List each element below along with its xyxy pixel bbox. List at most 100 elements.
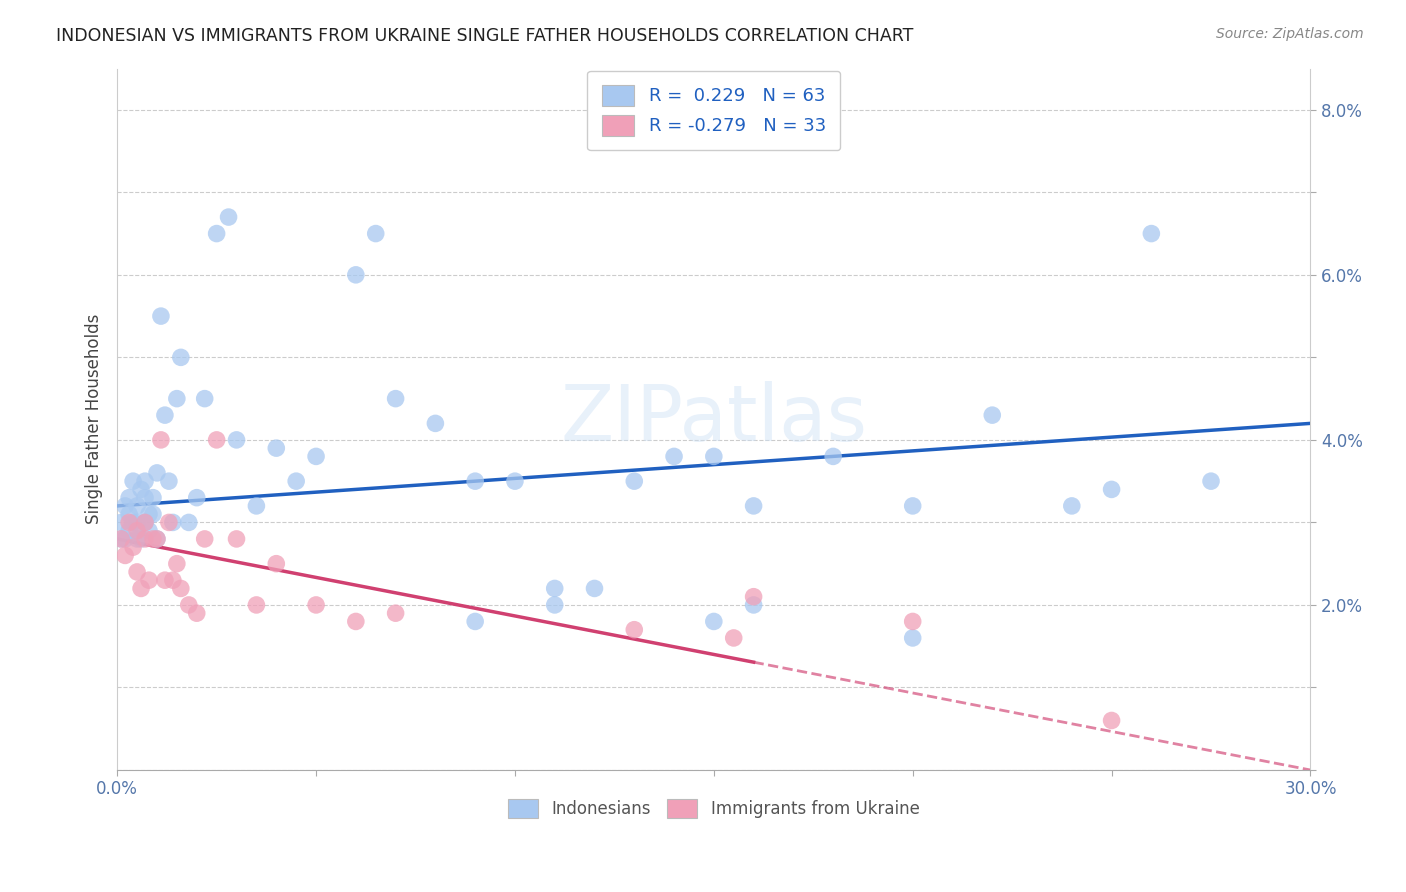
Point [623, 474, 645, 488]
Point [134, 532, 156, 546]
Point [305, 598, 328, 612]
Point [464, 615, 486, 629]
Point [157, 474, 180, 488]
Point [149, 309, 172, 323]
Point [245, 598, 267, 612]
Point [544, 598, 567, 612]
Point [901, 615, 924, 629]
Point [901, 499, 924, 513]
Point [162, 516, 184, 530]
Point [149, 433, 172, 447]
Point [266, 557, 288, 571]
Point [110, 532, 132, 546]
Point [138, 507, 160, 521]
Point [129, 582, 152, 596]
Point [464, 474, 486, 488]
Point [122, 540, 145, 554]
Point [981, 408, 1004, 422]
Point [285, 474, 308, 488]
Point [544, 582, 567, 596]
Point [823, 450, 845, 464]
Point [1101, 483, 1123, 497]
Point [344, 615, 367, 629]
Point [142, 507, 165, 521]
Point [1140, 227, 1163, 241]
Point [384, 606, 406, 620]
Point [129, 483, 152, 497]
Point [742, 499, 765, 513]
Point [194, 532, 217, 546]
Legend: Indonesians, Immigrants from Ukraine: Indonesians, Immigrants from Ukraine [502, 792, 927, 825]
Point [138, 573, 160, 587]
Point [134, 516, 156, 530]
Point [218, 210, 240, 224]
Point [205, 227, 228, 241]
Point [1101, 714, 1123, 728]
Point [742, 590, 765, 604]
Point [118, 516, 141, 530]
Point [134, 491, 156, 505]
Point [723, 631, 745, 645]
Text: ZIPatlas: ZIPatlas [561, 381, 868, 458]
Point [153, 408, 176, 422]
Point [157, 516, 180, 530]
Point [170, 582, 193, 596]
Point [186, 606, 208, 620]
Point [125, 524, 148, 538]
Point [138, 524, 160, 538]
Point [118, 491, 141, 505]
Text: Source: ZipAtlas.com: Source: ZipAtlas.com [1216, 27, 1364, 41]
Point [110, 532, 132, 546]
Point [205, 433, 228, 447]
Point [134, 474, 156, 488]
Point [344, 268, 367, 282]
Point [170, 351, 193, 365]
Point [623, 623, 645, 637]
Point [583, 582, 606, 596]
Point [384, 392, 406, 406]
Point [245, 499, 267, 513]
Point [225, 433, 247, 447]
Point [146, 532, 169, 546]
Point [146, 466, 169, 480]
Point [153, 573, 176, 587]
Point [177, 516, 200, 530]
Point [125, 516, 148, 530]
Point [125, 499, 148, 513]
Point [114, 549, 136, 563]
Point [364, 227, 387, 241]
Point [503, 474, 526, 488]
Point [162, 573, 184, 587]
Point [134, 516, 156, 530]
Point [186, 491, 208, 505]
Point [703, 615, 725, 629]
Point [125, 565, 148, 579]
Point [142, 532, 165, 546]
Point [118, 507, 141, 521]
Point [166, 557, 188, 571]
Y-axis label: Single Father Households: Single Father Households [86, 314, 103, 524]
Point [1060, 499, 1083, 513]
Point [114, 499, 136, 513]
Point [305, 450, 328, 464]
Point [122, 474, 145, 488]
Point [114, 532, 136, 546]
Text: INDONESIAN VS IMMIGRANTS FROM UKRAINE SINGLE FATHER HOUSEHOLDS CORRELATION CHART: INDONESIAN VS IMMIGRANTS FROM UKRAINE SI… [56, 27, 914, 45]
Point [266, 441, 288, 455]
Point [146, 532, 169, 546]
Point [142, 491, 165, 505]
Point [110, 516, 132, 530]
Point [742, 598, 765, 612]
Point [129, 532, 152, 546]
Point [122, 516, 145, 530]
Point [194, 392, 217, 406]
Point [166, 392, 188, 406]
Point [901, 631, 924, 645]
Point [1199, 474, 1222, 488]
Point [662, 450, 685, 464]
Point [125, 532, 148, 546]
Point [425, 417, 447, 431]
Point [225, 532, 247, 546]
Point [703, 450, 725, 464]
Point [118, 524, 141, 538]
